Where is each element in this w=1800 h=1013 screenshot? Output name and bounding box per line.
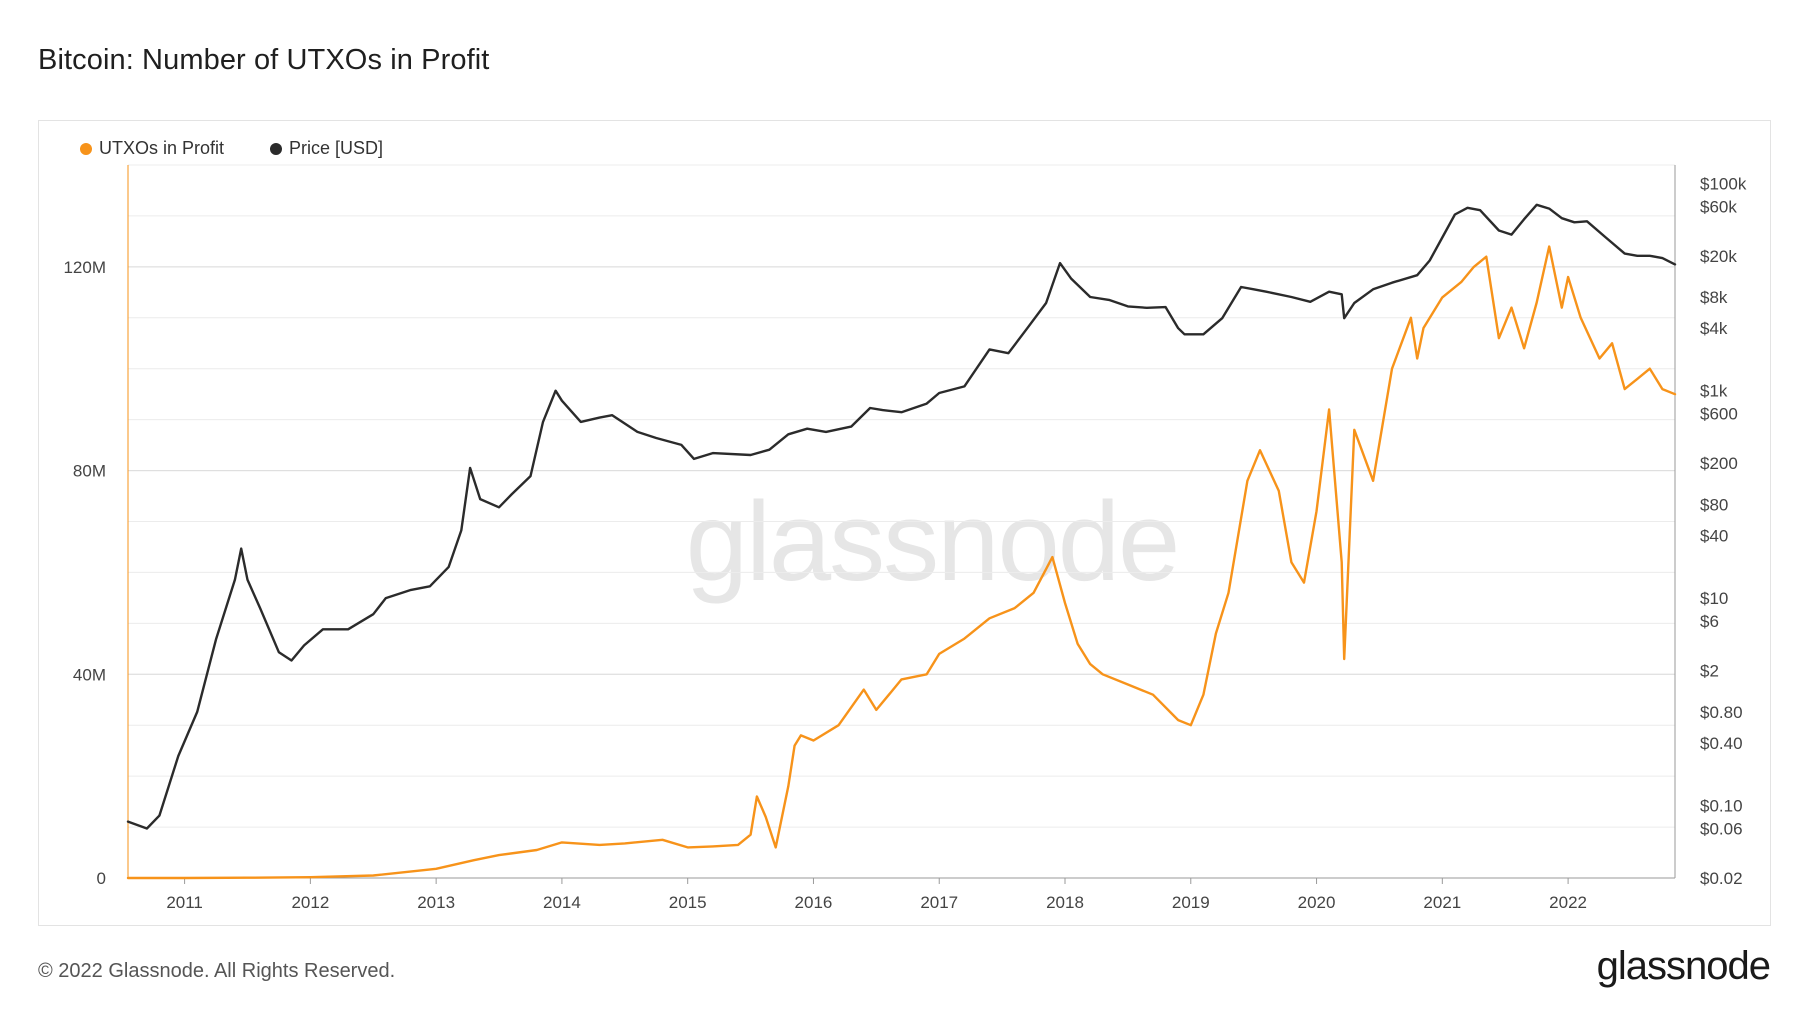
chart-frame [38, 120, 1771, 926]
legend-label-price: Price [USD] [289, 138, 384, 158]
y-left-tick-label: 80M [73, 462, 106, 481]
y-right-tick-label: $40 [1700, 527, 1728, 546]
y-left-tick-label: 120M [63, 258, 106, 277]
footer-copyright: © 2022 Glassnode. All Rights Reserved. [38, 960, 396, 982]
footer-logo: glassnode [1596, 944, 1771, 988]
axis-layer: 0 40M 80M 120M $100k $60k $20k $8k $4k $1k $600 $20… [63, 165, 1747, 912]
y-right-tick-label: $20k [1700, 247, 1737, 266]
y-right-tick-label: $600 [1700, 405, 1738, 424]
legend-item-utxos[interactable]: UTXOs in Profit [80, 138, 224, 159]
legend-item-price[interactable]: Price [USD] [270, 138, 383, 159]
x-tick-label: 2020 [1298, 893, 1336, 912]
x-tick-label: 2019 [1172, 893, 1210, 912]
y-right-tick-label: $0.06 [1700, 820, 1743, 839]
y-left-tick-label: 40M [73, 665, 106, 684]
y-right-tick-label: $60k [1700, 197, 1737, 216]
y-right-tick-label: $2 [1700, 662, 1719, 681]
y-left-tick-label: 0 [97, 869, 106, 888]
legend-label-utxos: UTXOs in Profit [99, 138, 225, 158]
x-tick-label: 2015 [669, 893, 707, 912]
y-right-tick-label: $200 [1700, 454, 1738, 473]
x-tick-label: 2018 [1046, 893, 1084, 912]
series-line-utxos-in-profit [126, 245, 1677, 880]
x-tick-label: 2014 [543, 893, 581, 912]
x-tick-label: 2013 [417, 893, 455, 912]
x-tick-label: 2017 [920, 893, 958, 912]
y-right-tick-label: $4k [1700, 319, 1728, 338]
y-right-tick-label: $0.10 [1700, 797, 1743, 816]
legend-dot-price [270, 142, 283, 155]
x-tick-label: 2021 [1423, 893, 1461, 912]
x-tick-label: 2012 [291, 893, 329, 912]
grid-layer [128, 164, 1675, 879]
chart-legend: UTXOs in Profit Price [USD] [80, 138, 383, 159]
x-tick-label: 2022 [1549, 893, 1587, 912]
x-tick-label: 2016 [795, 893, 833, 912]
y-right-tick-label: $8k [1700, 288, 1728, 307]
y-right-tick-label: $1k [1700, 382, 1728, 401]
page-title: Bitcoin: Number of UTXOs in Profit [38, 44, 490, 76]
y-right-tick-label: $6 [1700, 612, 1719, 631]
series-line-price-usd [126, 203, 1677, 830]
y-right-tick-label: $10 [1700, 589, 1728, 608]
watermark-text: glassnode [686, 479, 1179, 604]
x-tick-label: 2011 [166, 893, 203, 912]
series-layer [126, 203, 1677, 880]
y-right-tick-label: $0.02 [1700, 869, 1743, 888]
y-right-tick-label: $0.40 [1700, 734, 1743, 753]
legend-dot-utxos [80, 142, 92, 155]
y-right-tick-label: $0.80 [1700, 703, 1743, 722]
y-right-tick-label: $80 [1700, 495, 1728, 514]
y-right-tick-label: $100k [1700, 174, 1747, 193]
